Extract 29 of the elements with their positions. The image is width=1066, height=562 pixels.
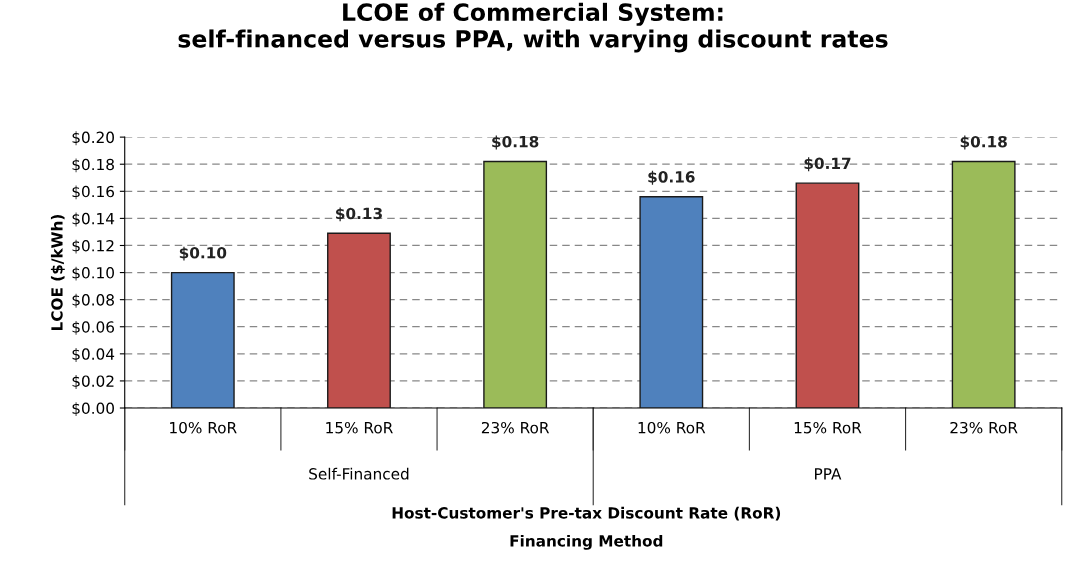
chart-title: LCOE of Commercial System: self-financed versus PPA, with varying discount rates xyxy=(178,2,888,53)
x-tick-label: 10% RoR xyxy=(170,421,237,434)
y-tick-label: $0.00 xyxy=(72,402,114,417)
text: Self-Financed xyxy=(309,467,409,480)
y-tick-label: $0.12 xyxy=(72,239,114,254)
y-tick-label: $0.04 xyxy=(72,348,115,362)
y-tick-label: $0.16 xyxy=(72,185,115,200)
data-label: $0.18 xyxy=(960,135,1007,150)
x-tick-label: 15% RoR xyxy=(794,421,862,434)
text: Financing Method xyxy=(510,534,663,550)
data-label: $0.13 xyxy=(336,207,382,222)
x-tick-label: 23% RoR xyxy=(950,421,1018,434)
data-label: $0.17 xyxy=(804,157,851,172)
y-tick-label: $0.14 xyxy=(72,212,115,227)
y-tick-label: $0.08 xyxy=(72,293,114,308)
x-tick-label: 15% RoR xyxy=(326,421,393,434)
y-tick-label: $0.20 xyxy=(72,131,114,146)
y-axis-title: LCOE ($/kWh) xyxy=(50,215,65,331)
data-label: $0.18 xyxy=(492,135,539,150)
text: PPA xyxy=(815,468,842,480)
data-label: $0.16 xyxy=(648,170,695,185)
text: Host-Customer's Pre-tax Discount Rate (RoR) xyxy=(392,506,781,521)
y-tick-label: $0.02 xyxy=(72,375,114,389)
y-tick-label: $0.10 xyxy=(72,266,114,281)
data-label: $0.10 xyxy=(179,246,227,261)
x-tick-label: 10% RoR xyxy=(638,421,706,434)
y-tick-label: $0.18 xyxy=(72,158,114,173)
x-tick-label: 23% RoR xyxy=(481,421,550,434)
y-tick-label: $0.06 xyxy=(72,320,115,335)
